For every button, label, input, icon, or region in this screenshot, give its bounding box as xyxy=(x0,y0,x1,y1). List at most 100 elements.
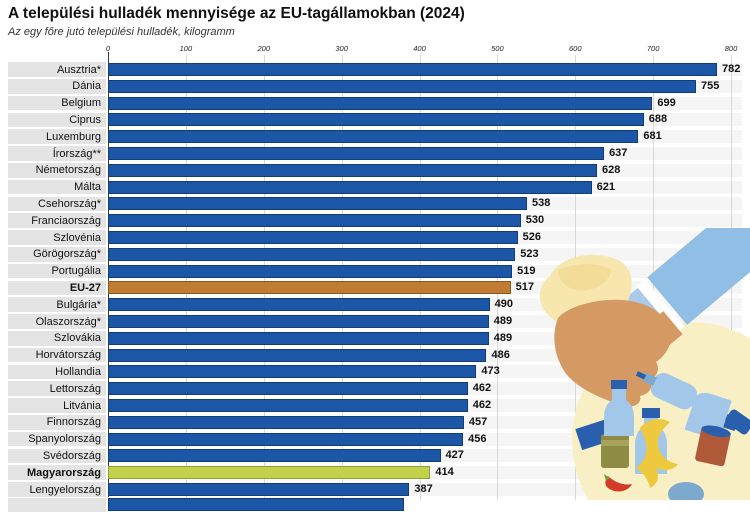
value-label: 387 xyxy=(414,483,432,496)
country-label: Németország xyxy=(36,164,106,176)
value-label: 490 xyxy=(495,298,513,311)
bar xyxy=(108,80,696,93)
bar xyxy=(108,433,463,446)
country-label-strip: Lengyelország xyxy=(8,482,106,497)
country-label: Dánia xyxy=(72,80,106,92)
value-label: 462 xyxy=(473,382,491,395)
country-label: Svédország xyxy=(43,450,106,462)
value-label: 462 xyxy=(473,399,491,412)
country-label-strip: Ciprus xyxy=(8,113,106,128)
value-label: 755 xyxy=(701,80,719,93)
bar xyxy=(108,248,515,261)
country-label-strip: Hollandia xyxy=(8,365,106,380)
country-label: Olaszország* xyxy=(36,316,106,328)
bar xyxy=(108,130,638,143)
country-label: Luxemburg xyxy=(46,131,106,143)
country-label-strip: Görögország* xyxy=(8,247,106,262)
country-label-strip: Ausztria* xyxy=(8,62,106,77)
value-label: 637 xyxy=(609,147,627,160)
bar xyxy=(108,265,512,278)
country-label: Írország** xyxy=(53,148,106,160)
bar xyxy=(108,416,464,429)
country-label: Franciaország xyxy=(31,215,106,227)
bar xyxy=(108,315,489,328)
bar xyxy=(108,449,441,462)
value-label: 486 xyxy=(491,349,509,362)
country-label: Hollandia xyxy=(55,366,106,378)
value-label: 688 xyxy=(649,113,667,126)
country-label-strip: Csehország* xyxy=(8,197,106,212)
country-label: Csehország* xyxy=(38,198,106,210)
x-axis-tick-label: 400 xyxy=(400,44,440,53)
country-label-strip: Luxemburg xyxy=(8,129,106,144)
country-label: Lettország xyxy=(50,383,106,395)
bar xyxy=(108,197,527,210)
country-label-strip: Szlovénia xyxy=(8,230,106,245)
country-label: EU-27 xyxy=(70,282,106,294)
country-label: Spanyolország xyxy=(28,433,106,445)
bar xyxy=(108,349,486,362)
country-label-strip: Dánia xyxy=(8,79,106,94)
country-label-strip: Lettország xyxy=(8,381,106,396)
x-axis-tick-label: 600 xyxy=(555,44,595,53)
country-label-strip: Bulgária* xyxy=(8,297,106,312)
country-label: Szlovákia xyxy=(54,332,106,344)
x-axis-tick-label: 200 xyxy=(244,44,284,53)
bar xyxy=(108,399,468,412)
value-label: 489 xyxy=(494,332,512,345)
bar xyxy=(108,298,490,311)
country-label-strip: Horvátország xyxy=(8,348,106,363)
country-label: Ciprus xyxy=(69,114,106,126)
country-label: Görögország* xyxy=(33,248,106,260)
country-label-strip: Írország** xyxy=(8,146,106,161)
bar xyxy=(108,214,521,227)
country-label: Litvánia xyxy=(63,400,106,412)
value-label: 427 xyxy=(446,449,464,462)
value-label: 782 xyxy=(722,63,740,76)
bar xyxy=(108,483,409,496)
x-axis-tick-label: 100 xyxy=(166,44,206,53)
country-label: Lengyelország xyxy=(29,484,106,496)
country-label: Szlovénia xyxy=(53,232,106,244)
bar xyxy=(108,231,518,244)
country-label: Ausztria* xyxy=(57,64,106,76)
value-label: 538 xyxy=(532,197,550,210)
bar xyxy=(108,97,652,110)
bar xyxy=(108,466,430,479)
country-label-strip: Spanyolország xyxy=(8,432,106,447)
country-label-strip: Litvánia xyxy=(8,398,106,413)
value-label: 628 xyxy=(602,164,620,177)
country-label-strip: EU-27 xyxy=(8,281,106,296)
country-label: Magyarország xyxy=(27,467,106,479)
value-label: 699 xyxy=(657,97,675,110)
bar xyxy=(108,365,476,378)
x-axis-tick-label: 500 xyxy=(477,44,517,53)
country-label: Portugália xyxy=(51,265,106,277)
bar xyxy=(108,113,644,126)
bar xyxy=(108,281,511,294)
x-axis-tick-label: 800 xyxy=(711,44,750,53)
country-label-strip: Németország xyxy=(8,163,106,178)
bar xyxy=(108,332,489,345)
value-label: 530 xyxy=(526,214,544,227)
bar xyxy=(108,164,597,177)
value-label: 456 xyxy=(468,433,486,446)
country-label: Horvátország xyxy=(36,349,106,361)
country-label-strip: Portugália xyxy=(8,264,106,279)
country-label-strip: Belgium xyxy=(8,96,106,111)
country-label-strip: Olaszország* xyxy=(8,314,106,329)
bar xyxy=(108,63,717,76)
x-axis-tick-label: 300 xyxy=(322,44,362,53)
bar xyxy=(108,382,468,395)
country-label: Belgium xyxy=(61,97,106,109)
value-label: 681 xyxy=(643,130,661,143)
bar xyxy=(108,147,604,160)
value-label: 457 xyxy=(469,416,487,429)
waste-illustration xyxy=(528,228,750,500)
value-label: 414 xyxy=(435,466,453,479)
value-label: 473 xyxy=(481,365,499,378)
value-label: 621 xyxy=(597,181,615,194)
country-label: Finnország xyxy=(47,416,106,428)
country-label-strip: Franciaország xyxy=(8,213,106,228)
